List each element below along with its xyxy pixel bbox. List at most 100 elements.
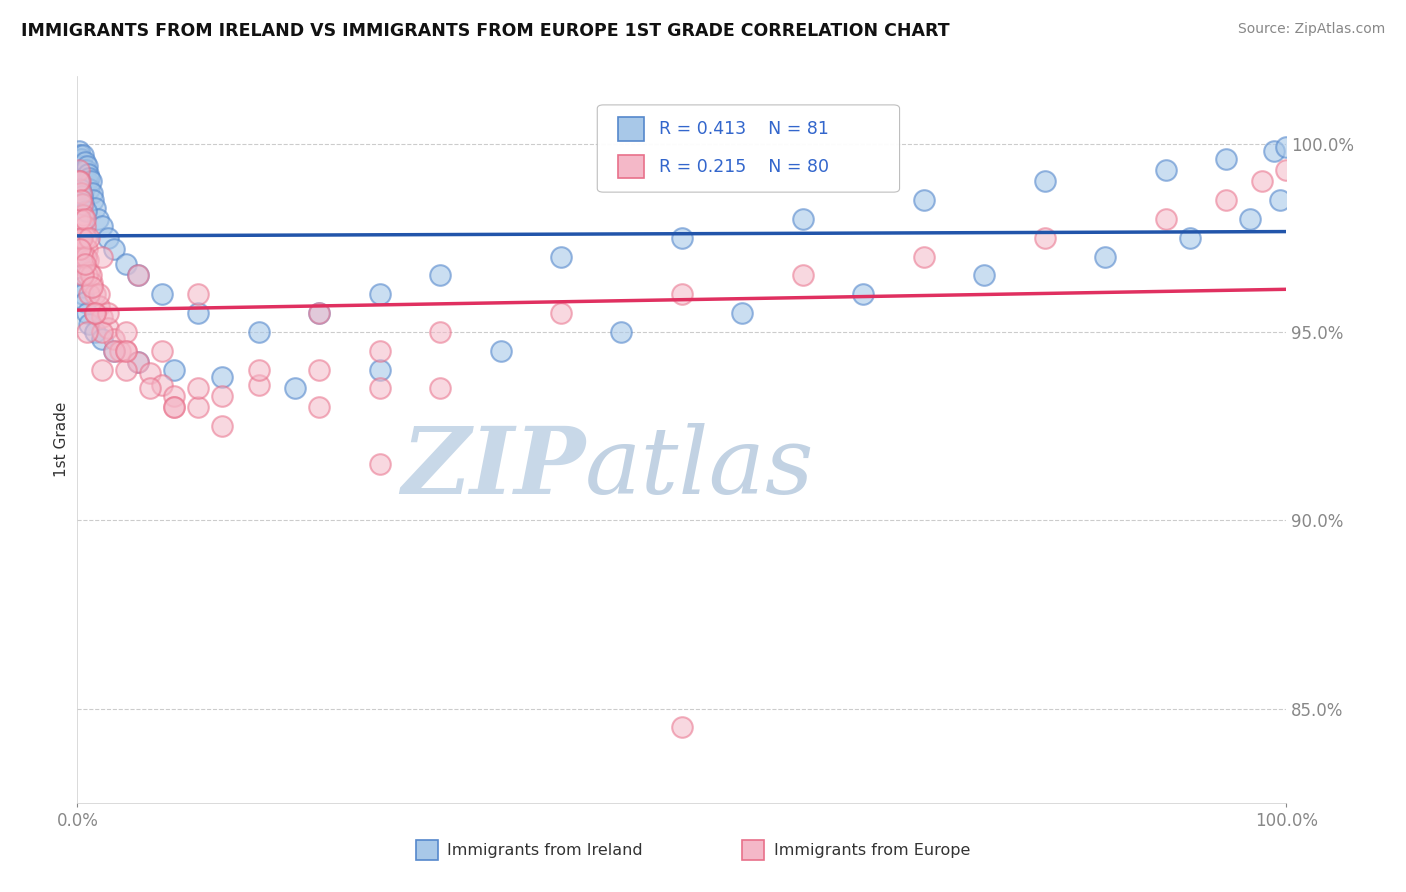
Point — [73, 294, 96, 309]
Point — [1033, 174, 1056, 188]
Point — [90, 310, 112, 324]
Point — [1033, 231, 1056, 245]
Point — [127, 268, 149, 283]
Point — [163, 401, 186, 415]
Point — [1270, 193, 1292, 207]
Point — [1263, 144, 1285, 158]
Point — [79, 268, 101, 283]
Point — [247, 377, 270, 392]
Point — [80, 279, 103, 293]
Point — [69, 211, 91, 226]
Point — [671, 721, 693, 735]
FancyBboxPatch shape — [416, 840, 437, 860]
Point — [84, 287, 107, 301]
Point — [77, 167, 100, 181]
Point — [84, 325, 107, 339]
Text: atlas: atlas — [585, 424, 814, 514]
Point — [67, 144, 90, 158]
Point — [87, 287, 110, 301]
Point — [67, 182, 90, 196]
Point — [72, 186, 94, 200]
Point — [103, 242, 125, 256]
Point — [150, 287, 173, 301]
Point — [163, 362, 186, 376]
Point — [163, 401, 186, 415]
FancyBboxPatch shape — [617, 155, 644, 178]
Point — [79, 231, 101, 245]
Point — [1178, 231, 1201, 245]
Point — [70, 189, 93, 203]
Point — [247, 362, 270, 376]
Point — [70, 178, 93, 192]
Point — [792, 211, 814, 226]
Point — [73, 170, 96, 185]
Point — [76, 325, 98, 339]
Point — [69, 193, 91, 207]
Point — [163, 389, 186, 403]
Point — [308, 306, 330, 320]
Point — [69, 257, 91, 271]
Point — [489, 343, 512, 358]
Point — [429, 325, 451, 339]
Point — [67, 250, 90, 264]
Point — [114, 257, 136, 271]
Point — [308, 362, 330, 376]
Point — [187, 306, 209, 320]
Point — [1215, 152, 1237, 166]
Point — [127, 268, 149, 283]
Point — [76, 159, 98, 173]
Point — [87, 211, 110, 226]
Text: ZIP: ZIP — [401, 424, 585, 514]
Point — [368, 381, 391, 395]
FancyBboxPatch shape — [617, 117, 644, 141]
Point — [211, 370, 233, 384]
Point — [139, 367, 162, 381]
Point — [69, 174, 91, 188]
Point — [79, 174, 101, 188]
Point — [67, 167, 90, 181]
Point — [79, 170, 101, 185]
Point — [70, 186, 93, 200]
Point — [79, 182, 101, 196]
Point — [77, 253, 100, 268]
Point — [1239, 211, 1261, 226]
Text: IMMIGRANTS FROM IRELAND VS IMMIGRANTS FROM EUROPE 1ST GRADE CORRELATION CHART: IMMIGRANTS FROM IRELAND VS IMMIGRANTS FR… — [21, 22, 949, 40]
Point — [67, 174, 90, 188]
Point — [80, 186, 103, 200]
FancyBboxPatch shape — [598, 105, 900, 192]
Point — [610, 325, 633, 339]
Point — [73, 211, 96, 226]
Point — [80, 276, 103, 290]
Point — [671, 231, 693, 245]
Point — [211, 419, 233, 434]
Point — [187, 381, 209, 395]
Point — [114, 343, 136, 358]
Point — [75, 250, 97, 264]
Point — [67, 155, 90, 169]
Point — [70, 231, 93, 245]
Point — [90, 362, 112, 376]
Point — [792, 268, 814, 283]
Point — [114, 325, 136, 339]
Point — [308, 306, 330, 320]
Text: R = 0.413    N = 81: R = 0.413 N = 81 — [659, 120, 828, 138]
Point — [79, 287, 101, 301]
Point — [79, 265, 101, 279]
Point — [69, 182, 91, 196]
Point — [87, 299, 110, 313]
Point — [70, 231, 93, 245]
Point — [103, 333, 125, 347]
Point — [127, 355, 149, 369]
Point — [127, 355, 149, 369]
Point — [1154, 211, 1177, 226]
Point — [69, 242, 91, 256]
Point — [96, 321, 118, 335]
Point — [70, 268, 93, 283]
Point — [70, 197, 93, 211]
Point — [550, 306, 572, 320]
Point — [1094, 250, 1116, 264]
Point — [308, 401, 330, 415]
Point — [90, 219, 112, 234]
Point — [79, 318, 101, 332]
Point — [73, 155, 96, 169]
